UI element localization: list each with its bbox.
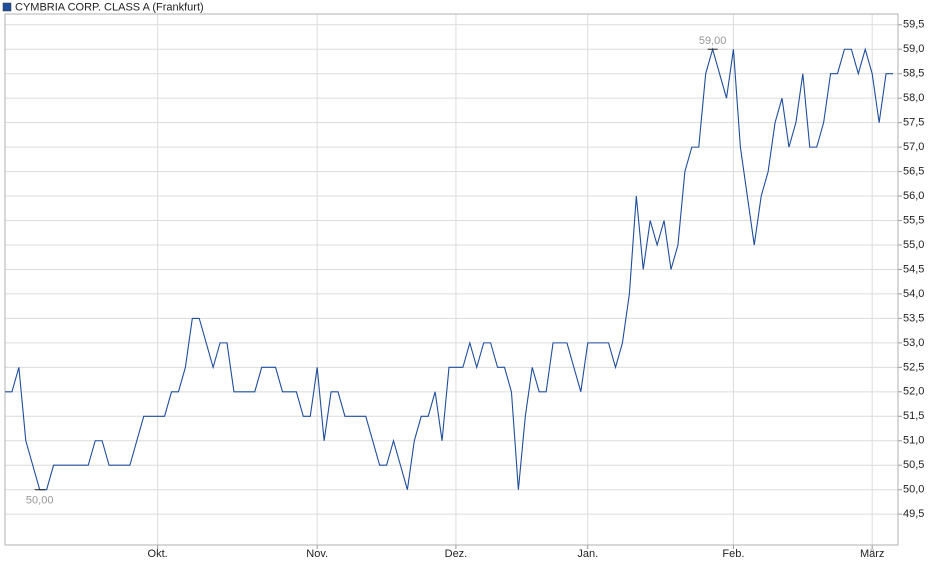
y-tick-label: 54,0 <box>903 288 924 300</box>
y-tick-label: 53,0 <box>903 337 924 349</box>
x-tick-label: Feb. <box>722 548 744 560</box>
y-tick-label: 59,5 <box>903 19 924 31</box>
x-tick-label: Jan. <box>577 548 598 560</box>
y-tick-label: 53,5 <box>903 312 924 324</box>
legend-label: CYMBRIA CORP. CLASS A (Frankfurt) <box>15 1 204 13</box>
y-tick-label: 55,0 <box>903 239 924 251</box>
y-tick-label: 55,5 <box>903 214 924 226</box>
y-tick-label: 52,5 <box>903 361 924 373</box>
legend-swatch <box>2 2 12 12</box>
y-tick-label: 49,5 <box>903 508 924 520</box>
y-tick-label: 52,0 <box>903 386 924 398</box>
line-series <box>5 47 893 491</box>
y-tick-label: 59,0 <box>903 43 924 55</box>
y-tick-label: 50,0 <box>903 484 924 496</box>
y-tick-label: 50,5 <box>903 459 924 471</box>
y-tick-label: 56,0 <box>903 190 924 202</box>
y-tick-label: 58,5 <box>903 68 924 80</box>
plot-area <box>5 14 898 545</box>
x-tick-label: Nov. <box>306 548 328 560</box>
y-tick-label: 51,0 <box>903 435 924 447</box>
value-label: 59,00 <box>699 35 727 47</box>
plot-border <box>4 13 899 546</box>
y-tick-label: 57,0 <box>903 141 924 153</box>
y-tick-label: 58,0 <box>903 92 924 104</box>
x-tick-label: März <box>860 548 884 560</box>
y-tick-label: 56,5 <box>903 165 924 177</box>
value-label: 50,00 <box>26 495 54 507</box>
y-tick-label: 57,5 <box>903 117 924 129</box>
x-tick-label: Dez. <box>445 548 468 560</box>
y-tick-label: 54,5 <box>903 263 924 275</box>
y-tick-label: 51,5 <box>903 410 924 422</box>
x-tick-label: Okt. <box>148 548 168 560</box>
